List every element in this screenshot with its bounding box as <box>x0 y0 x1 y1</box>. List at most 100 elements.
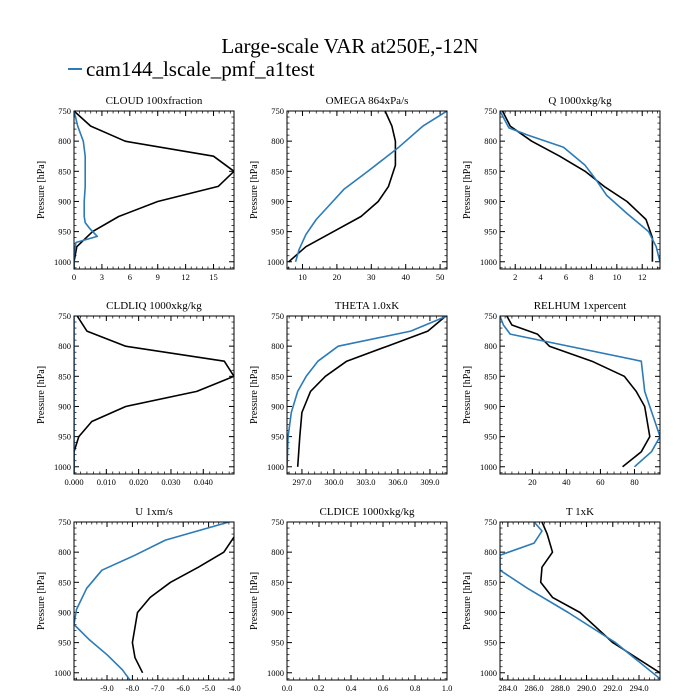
panel-2: OMEGA 864xPa/s Pressure [hPa] 750 800 850 900… <box>249 95 448 282</box>
y-tick-label: 850 <box>484 371 497 381</box>
y-axis-label: Pressure [hPa] <box>462 572 473 630</box>
series-test-line <box>74 522 230 680</box>
x-tick-label: 6 <box>564 272 568 282</box>
x-tick-label: -6.0 <box>176 683 189 693</box>
x-tick-label: 0.4 <box>346 683 357 693</box>
x-tick-label: 292.0 <box>603 683 622 693</box>
y-tick-label: 950 <box>58 227 71 237</box>
x-tick-label: 2 <box>513 272 517 282</box>
x-tick-label: 30 <box>367 272 376 282</box>
x-tick-label: 0.020 <box>129 477 148 487</box>
legend-swatch <box>68 68 82 71</box>
x-tick-label: 3 <box>100 272 104 282</box>
y-tick-label: 750 <box>484 106 497 116</box>
y-tick-label: 1000 <box>267 462 284 472</box>
x-tick-label: 0.2 <box>314 683 325 693</box>
y-tick-label: 800 <box>484 341 497 351</box>
y-tick-label: 1000 <box>54 257 71 267</box>
y-tick-label: 850 <box>58 166 71 176</box>
x-tick-label: 40 <box>401 272 410 282</box>
y-tick-label: 900 <box>58 607 71 617</box>
x-tick-label: 306.0 <box>388 477 407 487</box>
x-tick-label: 0.010 <box>97 477 116 487</box>
series-test-line <box>500 111 660 262</box>
panel-title: T 1xK <box>566 506 594 518</box>
legend-label: cam144_lscale_pmf_a1test <box>86 57 315 81</box>
series-control-line <box>506 316 651 468</box>
x-tick-label: 0.030 <box>161 477 180 487</box>
x-tick-label: 300.0 <box>324 477 343 487</box>
y-tick-label: 950 <box>271 227 284 237</box>
x-tick-label: 10 <box>613 272 622 282</box>
panel-title: THETA 1.0xK <box>335 300 400 312</box>
series-control-line <box>74 111 234 269</box>
y-tick-label: 800 <box>271 341 284 351</box>
y-tick-label: 850 <box>271 166 284 176</box>
panel-6: RELHUM 1xpercent Pressure [hPa] 750 800 850 9… <box>462 300 661 487</box>
x-tick-label: 8 <box>589 272 593 282</box>
y-tick-label: 800 <box>271 547 284 557</box>
x-tick-label: 60 <box>596 477 605 487</box>
y-tick-label: 750 <box>271 106 284 116</box>
y-tick-label: 950 <box>484 227 497 237</box>
y-tick-label: 800 <box>58 341 71 351</box>
x-tick-label: 1.0 <box>442 683 453 693</box>
series-control-line <box>288 111 397 263</box>
panel-4: CLDLIQ 1000xkg/kg Pressure [hPa] 750 800 850… <box>36 300 235 487</box>
series-test-line <box>294 111 447 263</box>
plot-frame <box>286 315 448 475</box>
panel-title: OMEGA 864xPa/s <box>326 95 409 107</box>
x-tick-label: 0.040 <box>194 477 213 487</box>
legend-entry: cam144_lscale_pmf_a1test <box>68 57 315 81</box>
y-axis-label: Pressure [hPa] <box>36 366 47 424</box>
y-tick-label: 1000 <box>480 462 497 472</box>
series-control-line <box>131 536 234 674</box>
x-tick-label: 20 <box>333 272 342 282</box>
x-tick-label: 0.000 <box>64 477 83 487</box>
panel-title: CLDICE 1000xkg/kg <box>319 506 415 518</box>
y-tick-label: 850 <box>271 371 284 381</box>
plot-frame <box>286 110 448 270</box>
x-tick-label: 309.0 <box>420 477 439 487</box>
x-tick-label: 9 <box>156 272 160 282</box>
x-tick-label: 303.0 <box>356 477 375 487</box>
y-tick-label: 900 <box>271 196 284 206</box>
y-tick-label: 850 <box>271 577 284 587</box>
y-axis-label: Pressure [hPa] <box>249 161 260 219</box>
x-tick-label: -4.0 <box>227 683 240 693</box>
y-tick-label: 850 <box>58 371 71 381</box>
x-tick-label: 15 <box>209 272 218 282</box>
x-tick-label: 50 <box>436 272 445 282</box>
x-tick-label: 297.0 <box>292 477 311 487</box>
plot-frame <box>73 315 235 475</box>
y-tick-label: 750 <box>58 311 71 321</box>
y-tick-label: 800 <box>271 136 284 146</box>
series-control-line <box>74 316 234 474</box>
y-tick-label: 950 <box>58 638 71 648</box>
x-tick-label: -9.0 <box>100 683 113 693</box>
y-tick-label: 950 <box>484 432 497 442</box>
panel-title: RELHUM 1xpercent <box>534 300 627 312</box>
x-tick-label: 12 <box>181 272 190 282</box>
y-tick-label: 950 <box>484 638 497 648</box>
plot-frame <box>73 110 235 270</box>
x-tick-label: 0.0 <box>282 683 293 693</box>
y-tick-label: 1000 <box>54 668 71 678</box>
y-tick-label: 800 <box>58 136 71 146</box>
series-control-line <box>539 522 660 674</box>
y-tick-label: 900 <box>58 196 71 206</box>
x-tick-label: 6 <box>128 272 132 282</box>
panel-1: CLOUD 100xfraction Pressure [hPa] 750 800 85… <box>36 95 235 282</box>
x-tick-label: -7.0 <box>151 683 164 693</box>
y-axis-label: Pressure [hPa] <box>36 572 47 630</box>
y-tick-label: 1000 <box>267 257 284 267</box>
x-tick-label: 284.0 <box>498 683 517 693</box>
y-tick-label: 950 <box>271 638 284 648</box>
y-tick-label: 900 <box>484 607 497 617</box>
y-tick-label: 850 <box>58 577 71 587</box>
y-tick-label: 1000 <box>267 668 284 678</box>
y-axis-label: Pressure [hPa] <box>249 572 260 630</box>
panel-7: U 1xm/s Pressure [hPa] 750 800 850 900 950 1000… <box>36 506 241 693</box>
x-tick-label: -8.0 <box>126 683 139 693</box>
